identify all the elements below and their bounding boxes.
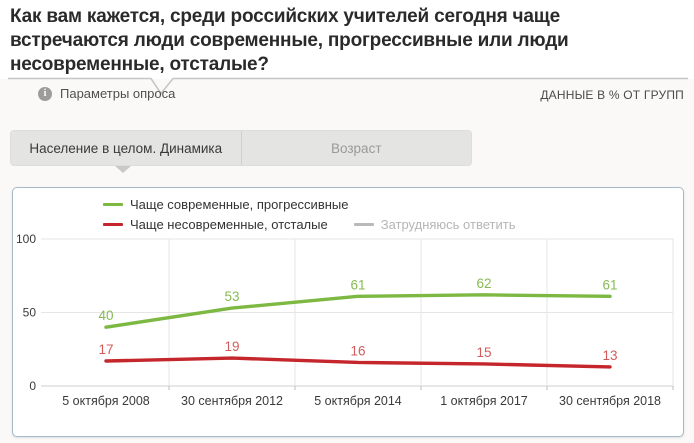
svg-text:100: 100 (16, 232, 36, 246)
info-icon[interactable]: i (38, 86, 52, 101)
svg-text:53: 53 (224, 289, 239, 304)
svg-text:16: 16 (350, 343, 365, 358)
svg-text:30 сентября 2018: 30 сентября 2018 (559, 394, 661, 408)
title-divider (8, 77, 688, 95)
legend-label: Чаще несовременные, отсталые (130, 217, 328, 232)
tab-bar: Население в целом. Динамика Возраст (10, 130, 472, 166)
legend-dash-icon (103, 203, 123, 206)
meta-row: i Параметры опроса ДАННЫЕ В % ОТ ГРУПП (0, 86, 694, 106)
survey-params-toggle[interactable]: i Параметры опроса (38, 86, 175, 101)
svg-text:61: 61 (350, 277, 365, 292)
svg-text:17: 17 (98, 342, 113, 357)
svg-text:40: 40 (98, 308, 113, 323)
tab-population-dynamics[interactable]: Население в целом. Динамика (29, 140, 223, 156)
legend-item-1[interactable]: Чаще несовременные, отсталые (103, 217, 328, 232)
svg-text:1 октября 2017: 1 октября 2017 (440, 394, 528, 408)
svg-text:19: 19 (224, 339, 239, 354)
svg-text:15: 15 (476, 345, 491, 360)
legend-dash-icon (103, 223, 123, 226)
line-chart: 0 50 100 5 октября 2008 30 сентября 2012 5 ок… (16, 232, 674, 408)
chart-legend: Чаще современные, прогрессивные Чаще несо… (103, 197, 593, 232)
legend-item-2[interactable]: Затрудняюсь ответить (353, 217, 516, 232)
svg-text:13: 13 (602, 348, 617, 363)
survey-params-label: Параметры опроса (60, 86, 176, 101)
legend-label: Чаще современные, прогрессивные (130, 197, 349, 212)
active-tab-pointer-icon (115, 166, 131, 173)
svg-text:5 октября 2014: 5 октября 2014 (314, 394, 402, 408)
legend-label: Затрудняюсь ответить (380, 217, 516, 232)
page-title: Как вам кажется, среди российских учител… (10, 6, 569, 75)
svg-text:0: 0 (29, 379, 36, 393)
data-note: ДАННЫЕ В % ОТ ГРУПП (540, 88, 684, 102)
svg-text:5 октября 2008: 5 октября 2008 (62, 394, 150, 408)
svg-text:62: 62 (476, 276, 491, 291)
tab-age[interactable]: Возраст (240, 131, 472, 165)
legend-dash-icon (353, 223, 374, 226)
svg-text:61: 61 (602, 277, 617, 292)
svg-text:50: 50 (23, 306, 37, 320)
chart-card: 0 50 100 5 октября 2008 30 сентября 2012 5 ок… (12, 187, 684, 437)
legend-item-0[interactable]: Чаще современные, прогрессивные (103, 197, 348, 212)
svg-text:30 сентября 2012: 30 сентября 2012 (181, 394, 283, 408)
